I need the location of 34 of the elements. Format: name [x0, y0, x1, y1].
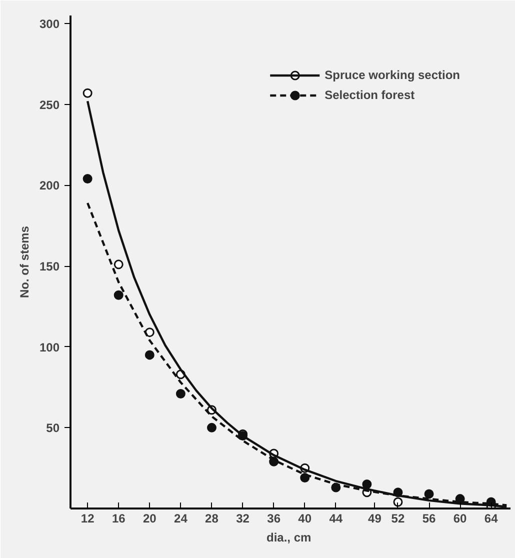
point [393, 497, 403, 507]
x-tick-label: 56 [422, 512, 436, 526]
x-tick-label: 52 [391, 512, 405, 526]
point [362, 480, 372, 489]
x-tick-label: 24 [174, 512, 188, 526]
y-tick-label: 50 [46, 421, 60, 436]
point [114, 290, 124, 300]
x-tick-label: 36 [267, 512, 281, 526]
x-tick-label: 12 [80, 512, 95, 526]
x-tick-label: 60 [453, 512, 468, 526]
x-tick-label: 64 [484, 512, 498, 526]
x-tick-label: 28 [205, 512, 219, 526]
x-tick-label: 44 [329, 512, 343, 526]
point [176, 388, 186, 398]
x-axis-title: dia., cm [266, 530, 312, 544]
x-tick-label: 16 [112, 512, 126, 526]
y-tick-label: 250 [39, 98, 60, 112]
x-tick-label: 40 [298, 512, 312, 526]
x-tick-label: 49 [368, 512, 382, 526]
y-tick-label: 100 [39, 340, 60, 354]
y-tick-label: 150 [39, 260, 60, 274]
y-tick-label: 300 [39, 17, 60, 32]
point [144, 350, 154, 360]
legend-label: Spruce working section [324, 68, 460, 82]
x-tick-label: 32 [236, 512, 250, 526]
point [114, 260, 124, 270]
point [82, 88, 92, 98]
x-tick-label: 20 [142, 512, 157, 526]
point [206, 422, 216, 432]
y-axis-title: No. of stems [17, 226, 32, 298]
point [82, 174, 92, 184]
point [424, 489, 434, 499]
y-tick-label: 200 [39, 178, 60, 193]
legend-label: Selection forest [324, 88, 415, 102]
